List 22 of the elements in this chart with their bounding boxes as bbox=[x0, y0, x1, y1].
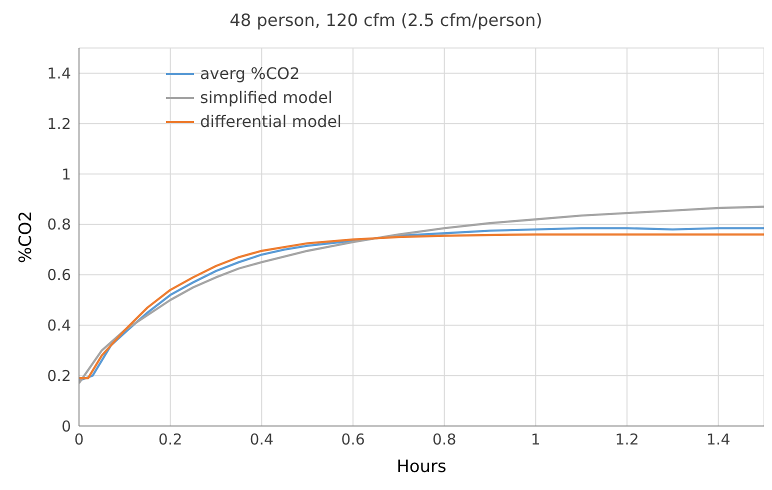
y-tick-label: 0.6 bbox=[47, 266, 71, 284]
y-tick-label: 0.2 bbox=[47, 366, 71, 385]
y-axis-title: %CO2 bbox=[16, 210, 36, 264]
x-tick-label: 1 bbox=[530, 430, 540, 449]
legend-label: averg %CO2 bbox=[200, 63, 300, 85]
x-axis-title: Hours bbox=[396, 457, 447, 477]
x-tick-label: 0 bbox=[74, 430, 84, 449]
legend-label: differential model bbox=[200, 111, 342, 133]
x-tick-label: 0.6 bbox=[341, 430, 365, 449]
y-tick-label: 1 bbox=[61, 165, 71, 184]
chart-title: 48 person, 120 cfm (2.5 cfm/person) bbox=[228, 10, 544, 33]
x-tick-label: 0.8 bbox=[432, 430, 456, 449]
y-tick-label: 0.8 bbox=[47, 216, 71, 234]
x-tick-label: 0.4 bbox=[250, 430, 274, 449]
x-tick-label: 1.4 bbox=[706, 430, 730, 449]
x-tick-label: 1.2 bbox=[615, 430, 639, 449]
legend-label: simplified model bbox=[200, 87, 332, 109]
y-tick-label: 1.4 bbox=[47, 64, 71, 83]
y-tick-label: 0.4 bbox=[47, 316, 71, 335]
y-tick-label: 1.2 bbox=[47, 114, 71, 133]
y-tick-label: 0 bbox=[61, 417, 71, 436]
x-tick-label: 0.2 bbox=[158, 430, 182, 449]
